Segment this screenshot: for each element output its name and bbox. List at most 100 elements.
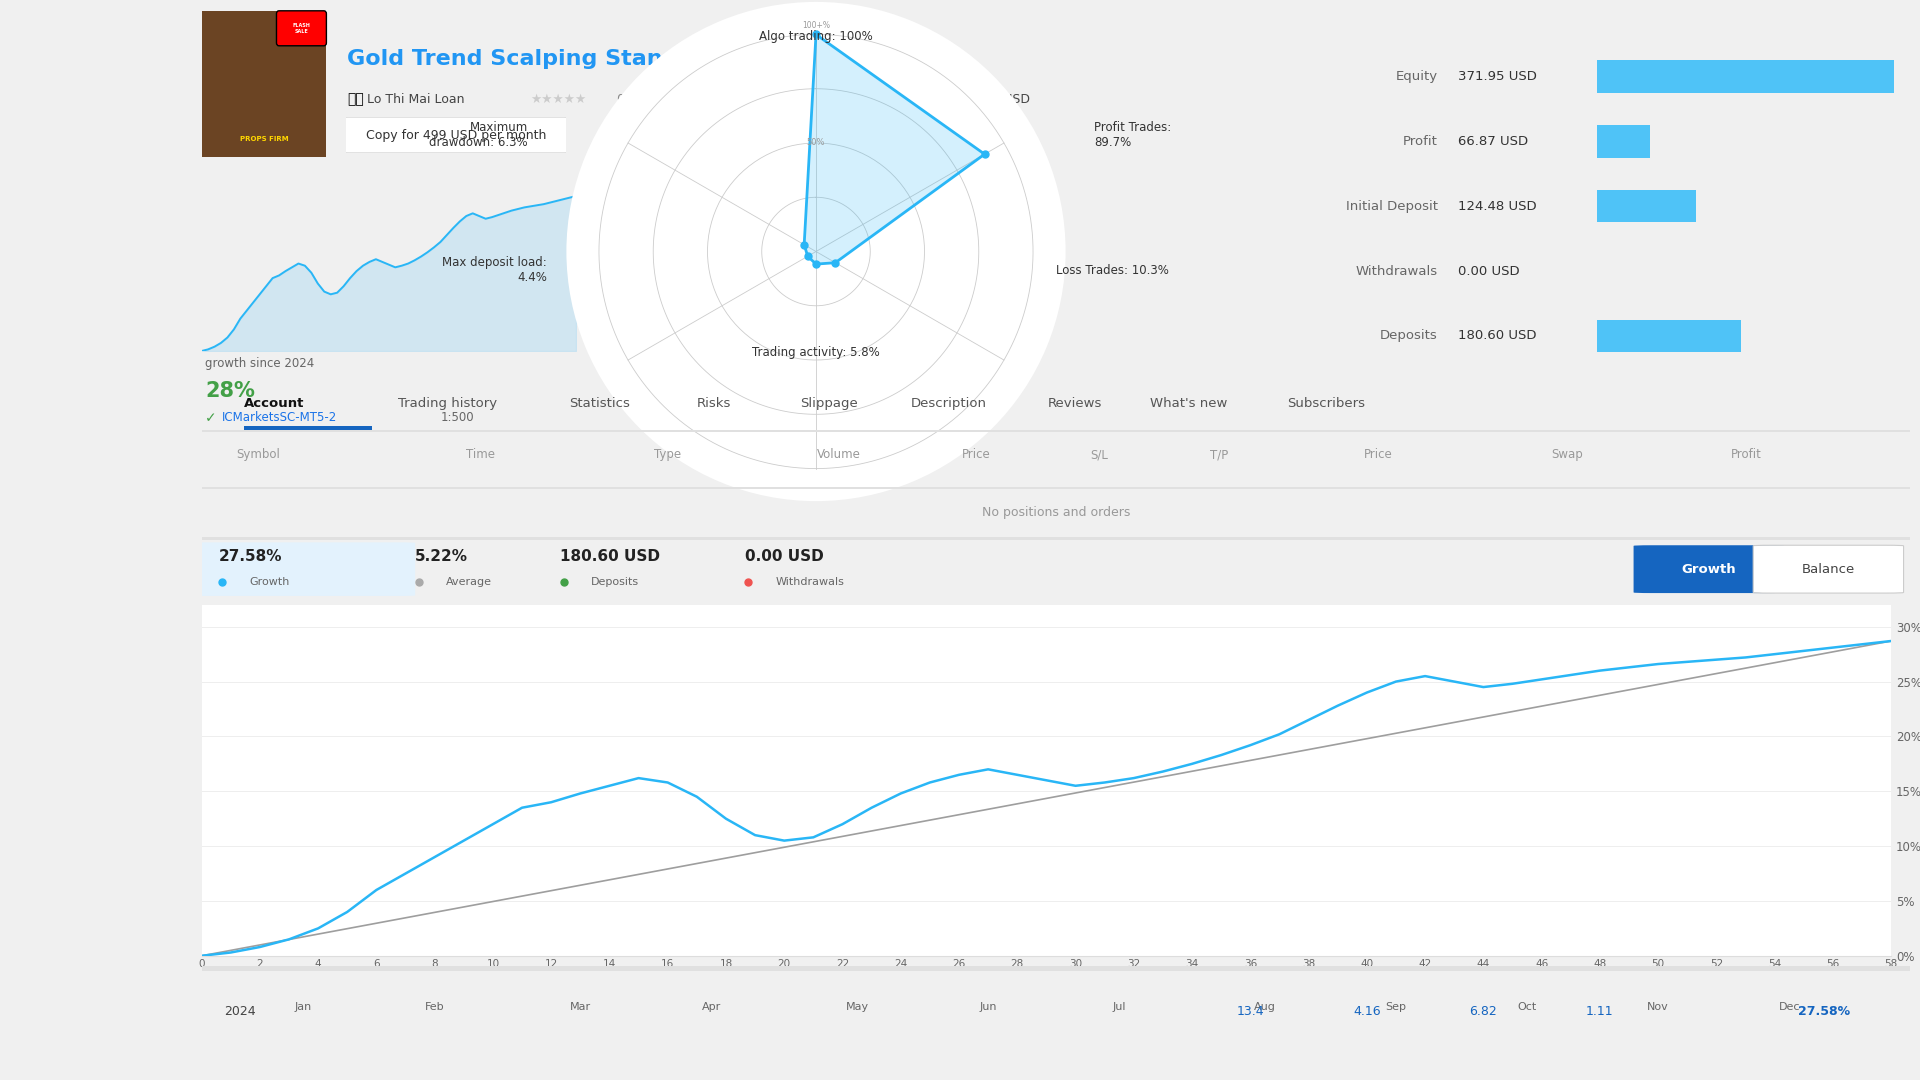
Text: Apr: Apr <box>703 1002 722 1012</box>
Text: Withdrawals: Withdrawals <box>776 577 845 588</box>
Text: ★★★★★: ★★★★★ <box>530 93 586 106</box>
Bar <box>202 431 1910 432</box>
Text: Mar: Mar <box>570 1002 591 1012</box>
Text: Statistics: Statistics <box>568 397 630 410</box>
Text: Equity: Equity <box>1396 70 1438 83</box>
Text: Jul: Jul <box>1112 1002 1125 1012</box>
Text: 180.60 USD: 180.60 USD <box>1459 329 1536 342</box>
Text: 66.87 USD: 66.87 USD <box>1459 135 1528 148</box>
Text: Max deposit load:
4.4%: Max deposit load: 4.4% <box>442 256 547 284</box>
Text: 28%: 28% <box>205 381 255 401</box>
Text: What's new: What's new <box>1150 397 1227 410</box>
Text: 13.4: 13.4 <box>1236 1005 1265 1018</box>
Text: 1.11: 1.11 <box>1586 1005 1613 1018</box>
Text: Lo Thi Mai Loan: Lo Thi Mai Loan <box>367 93 465 106</box>
Text: 6.82: 6.82 <box>1469 1005 1498 1018</box>
Text: Balance: Balance <box>1801 563 1855 576</box>
Text: 0 / 0 USD: 0 / 0 USD <box>972 93 1029 106</box>
Text: weeks: weeks <box>876 93 918 106</box>
Bar <box>1597 190 1695 222</box>
Text: T/P: T/P <box>1210 448 1229 461</box>
Text: 0.00 USD: 0.00 USD <box>1459 265 1521 278</box>
Text: 27.58%: 27.58% <box>219 549 282 564</box>
Text: 👤: 👤 <box>939 93 947 106</box>
Bar <box>733 91 741 108</box>
FancyBboxPatch shape <box>1634 545 1784 593</box>
Text: Copy for 499 USD per month: Copy for 499 USD per month <box>367 129 545 141</box>
Text: 0 reviews: 0 reviews <box>616 93 678 106</box>
Text: Jan: Jan <box>296 1002 313 1012</box>
Text: Loss Trades: 10.3%: Loss Trades: 10.3% <box>1056 264 1169 276</box>
Text: Volume: Volume <box>816 448 860 461</box>
Text: 2024: 2024 <box>225 1005 255 1018</box>
Text: 1:500: 1:500 <box>442 411 474 424</box>
Text: Time: Time <box>467 448 495 461</box>
Bar <box>1597 60 1893 93</box>
Text: Account: Account <box>244 397 305 410</box>
Text: Algo trading: 100%: Algo trading: 100% <box>758 30 874 43</box>
Text: 27.58%: 27.58% <box>1799 1005 1851 1018</box>
Text: 124.48 USD: 124.48 USD <box>1459 200 1538 213</box>
Bar <box>745 91 753 108</box>
Text: 0.00 USD: 0.00 USD <box>745 549 824 564</box>
Text: Nov: Nov <box>1647 1002 1668 1012</box>
Bar <box>202 487 1910 489</box>
Text: May: May <box>845 1002 868 1012</box>
Text: 11: 11 <box>856 93 874 106</box>
Text: 180.60 USD: 180.60 USD <box>561 549 660 564</box>
Text: Growth: Growth <box>250 577 290 588</box>
FancyBboxPatch shape <box>276 11 326 45</box>
Bar <box>708 91 718 108</box>
Text: Reviews: Reviews <box>1048 397 1102 410</box>
Bar <box>1597 320 1741 352</box>
Text: Withdrawals: Withdrawals <box>1356 265 1438 278</box>
Bar <box>202 538 1910 540</box>
Text: 🇻🇳: 🇻🇳 <box>348 93 363 106</box>
Text: Reliability: Reliability <box>768 93 829 106</box>
Text: Profit: Profit <box>1732 448 1763 461</box>
FancyBboxPatch shape <box>184 542 415 596</box>
Text: Aug: Aug <box>1254 1002 1275 1012</box>
Text: Feb: Feb <box>424 1002 444 1012</box>
Text: Oct: Oct <box>1517 1002 1536 1012</box>
Text: Profit: Profit <box>1404 135 1438 148</box>
Bar <box>722 91 730 108</box>
Text: Slippage: Slippage <box>801 397 858 410</box>
Text: Average: Average <box>445 577 492 588</box>
Text: Deposits: Deposits <box>1380 329 1438 342</box>
Text: Description: Description <box>910 397 987 410</box>
Text: FLASH
SALE: FLASH SALE <box>292 23 311 33</box>
Text: Maximum
drawdown: 6.3%: Maximum drawdown: 6.3% <box>430 121 528 149</box>
Text: Dec: Dec <box>1778 1002 1799 1012</box>
Bar <box>244 426 372 432</box>
Text: Initial Deposit: Initial Deposit <box>1346 200 1438 213</box>
Text: Price: Price <box>1363 448 1392 461</box>
Text: Trading history: Trading history <box>397 397 497 410</box>
Text: Type: Type <box>655 448 682 461</box>
Text: growth since 2024: growth since 2024 <box>205 357 315 370</box>
Text: Gold Trend Scalping Standard Acc: Gold Trend Scalping Standard Acc <box>348 50 772 69</box>
FancyBboxPatch shape <box>1753 545 1903 593</box>
Text: Symbol: Symbol <box>236 448 280 461</box>
Text: Growth: Growth <box>1682 563 1736 576</box>
Text: No positions and orders: No positions and orders <box>981 505 1131 518</box>
Text: 100+%: 100+% <box>803 22 829 30</box>
Text: PROPS FIRM: PROPS FIRM <box>240 136 288 143</box>
FancyBboxPatch shape <box>336 117 576 153</box>
Text: 371.95 USD: 371.95 USD <box>1459 70 1538 83</box>
Text: ICMarketsSC-MT5-2: ICMarketsSC-MT5-2 <box>223 411 338 424</box>
Bar <box>1597 125 1649 158</box>
Text: Subscribers: Subscribers <box>1286 397 1365 410</box>
Text: Trading activity: 5.8%: Trading activity: 5.8% <box>753 346 879 359</box>
Text: S/L: S/L <box>1091 448 1108 461</box>
Text: ✓: ✓ <box>205 411 217 424</box>
Text: 4.16: 4.16 <box>1354 1005 1380 1018</box>
Text: Risks: Risks <box>697 397 732 410</box>
Text: Price: Price <box>962 448 991 461</box>
Text: 5.22%: 5.22% <box>415 549 468 564</box>
Text: Sep: Sep <box>1386 1002 1407 1012</box>
Text: Jun: Jun <box>979 1002 996 1012</box>
Text: 50%: 50% <box>806 138 826 148</box>
Polygon shape <box>804 35 985 265</box>
Text: Deposits: Deposits <box>591 577 639 588</box>
